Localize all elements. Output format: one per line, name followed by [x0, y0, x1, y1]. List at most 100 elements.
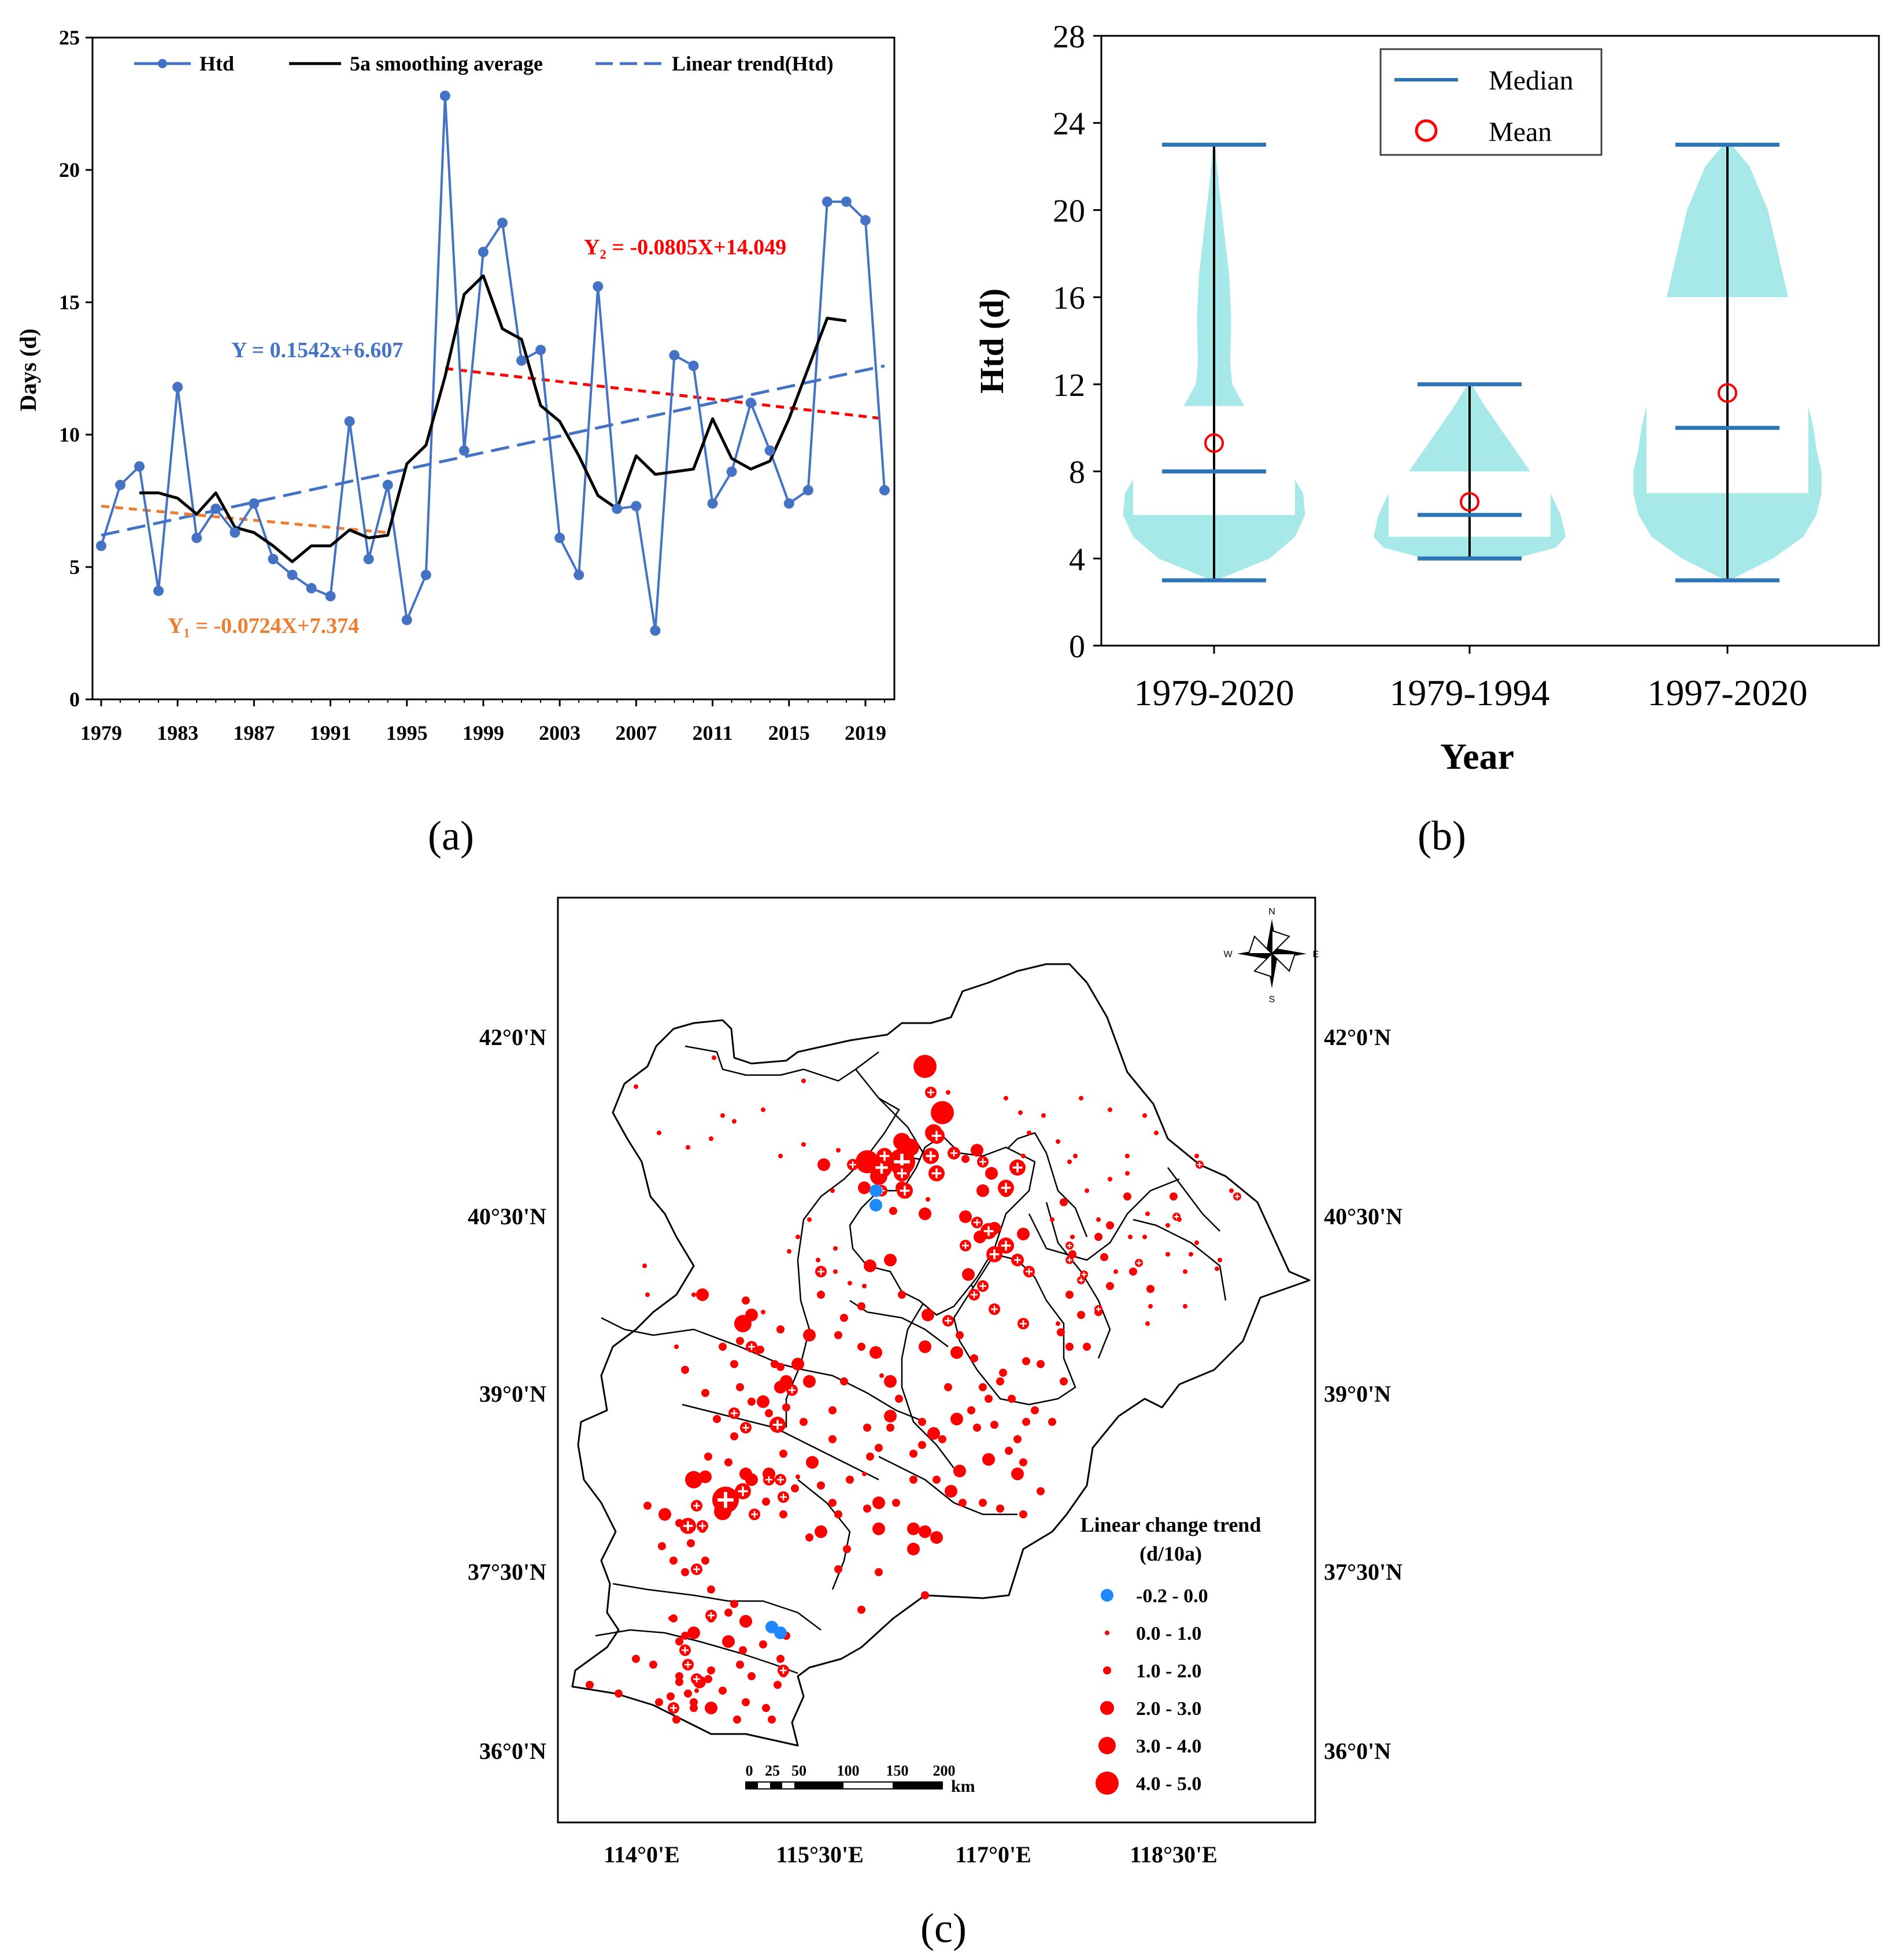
htd-point	[439, 90, 450, 101]
station-dot	[1079, 1096, 1083, 1101]
station-dot	[1065, 1291, 1074, 1299]
boundary-line	[612, 1583, 822, 1631]
station-dot	[1073, 1154, 1078, 1158]
station-dot	[985, 1395, 993, 1403]
station-dot	[961, 1155, 970, 1163]
lat-label: 40°30'N	[468, 1203, 546, 1229]
station-dot	[739, 1646, 747, 1654]
lat-labels-right: 42°0'N 40°30'N 39°0'N 37°30'N 36°0'N	[1324, 1024, 1403, 1764]
compass-south: S	[1269, 995, 1275, 1005]
legend-label-c: 1.0 - 2.0	[1136, 1661, 1201, 1682]
scalebar-segment	[770, 1782, 782, 1789]
station-dot	[684, 1689, 692, 1698]
htd-point	[306, 583, 317, 594]
station-dot	[1037, 1487, 1045, 1495]
station-dot	[973, 1424, 981, 1432]
scalebar-label: 25	[765, 1762, 780, 1779]
legend-htd-marker	[158, 59, 167, 68]
station-dot	[668, 1616, 673, 1621]
compass-needle	[1253, 952, 1272, 978]
station-dot	[990, 1421, 998, 1429]
station-dot	[895, 1395, 903, 1403]
station-dot	[1170, 1192, 1178, 1201]
compass-needle	[1271, 929, 1290, 955]
trend-equation-y1: Y₁ = -0.0724X+7.374	[168, 614, 359, 638]
htd-point	[612, 503, 623, 514]
station-dot	[745, 1309, 758, 1321]
station-dot	[791, 1358, 804, 1370]
x-tick-label-a: 1983	[157, 721, 198, 744]
station-dot	[733, 1716, 741, 1724]
station-dot	[658, 1508, 671, 1521]
compass-north: N	[1268, 907, 1275, 917]
station-dot	[761, 1310, 765, 1314]
legend-htd-label: Htd	[199, 52, 234, 75]
station-dot	[1183, 1269, 1187, 1274]
station-dot	[730, 1600, 738, 1608]
station-dot	[730, 1432, 738, 1440]
lon-labels: 114°0'E 115°30'E 117°0'E 118°30'E	[604, 1842, 1218, 1868]
boundary-line	[901, 1271, 954, 1469]
station-dot	[976, 1184, 989, 1197]
scalebar-label: 0	[746, 1762, 753, 1779]
station-dot	[931, 1101, 954, 1124]
station-dot	[1011, 1468, 1024, 1480]
station-dot	[681, 1568, 689, 1576]
station-dot	[704, 1675, 712, 1683]
station-dot	[705, 1702, 717, 1714]
station-dot	[1129, 1268, 1137, 1276]
station-dot	[870, 1346, 882, 1359]
htd-point	[401, 614, 412, 625]
lat-labels-left: 42°0'N 40°30'N 39°0'N 37°30'N 36°0'N	[468, 1024, 546, 1764]
x-tick-label-a: 2003	[539, 721, 580, 744]
htd-point	[535, 344, 546, 355]
station-dot	[1022, 1357, 1030, 1365]
station-dot	[862, 1472, 867, 1476]
station-dot	[765, 1409, 773, 1417]
station-dot	[1017, 1228, 1030, 1240]
htd-point	[554, 532, 565, 543]
legend-title-c: Linear change trend	[1081, 1513, 1261, 1536]
station-dot	[707, 1585, 715, 1594]
station-dot	[768, 1716, 776, 1724]
station-dot	[686, 1145, 690, 1150]
compass-needle	[1248, 935, 1274, 954]
station-dot	[926, 1197, 930, 1202]
station-dot	[791, 1484, 799, 1492]
station-dot	[879, 1373, 884, 1378]
station-dot	[757, 1395, 769, 1408]
station-dot	[1057, 1328, 1065, 1336]
station-dot	[919, 1207, 931, 1220]
station-dot	[1166, 1223, 1170, 1228]
htd-point	[764, 445, 775, 456]
station-dot-negative	[870, 1199, 882, 1211]
station-dot	[919, 1340, 931, 1353]
station-dot	[1125, 1171, 1130, 1176]
station-dot	[776, 1655, 785, 1663]
x-tick-label-b: 1979-2020	[1134, 672, 1294, 713]
tianjin-boundary	[953, 1253, 1076, 1406]
y-tick-label-b: 0	[1069, 629, 1085, 665]
boundary-line	[878, 1098, 1088, 1237]
station-dot	[1067, 1159, 1072, 1164]
htd-point	[96, 540, 106, 551]
htd-point	[230, 527, 240, 538]
htd-point	[841, 196, 852, 207]
station-dot	[667, 1692, 675, 1700]
station-dot	[645, 1292, 650, 1297]
linear-trend-line	[101, 364, 885, 537]
station-dot	[796, 1235, 800, 1239]
station-dot	[875, 1444, 883, 1452]
scalebar-label: 150	[886, 1762, 909, 1779]
station-dot	[898, 1291, 906, 1299]
station-dot	[1125, 1154, 1130, 1158]
legend-dot-3-4	[1098, 1737, 1116, 1754]
htd-point	[287, 569, 298, 580]
station-dot	[807, 1217, 812, 1222]
legend-unit-c: (d/10a)	[1139, 1542, 1202, 1565]
boundary-line	[1167, 1167, 1220, 1232]
station-dot	[999, 1369, 1007, 1377]
smoothing-line	[139, 274, 847, 564]
station-dot	[730, 1360, 738, 1368]
station-dot	[732, 1119, 737, 1124]
